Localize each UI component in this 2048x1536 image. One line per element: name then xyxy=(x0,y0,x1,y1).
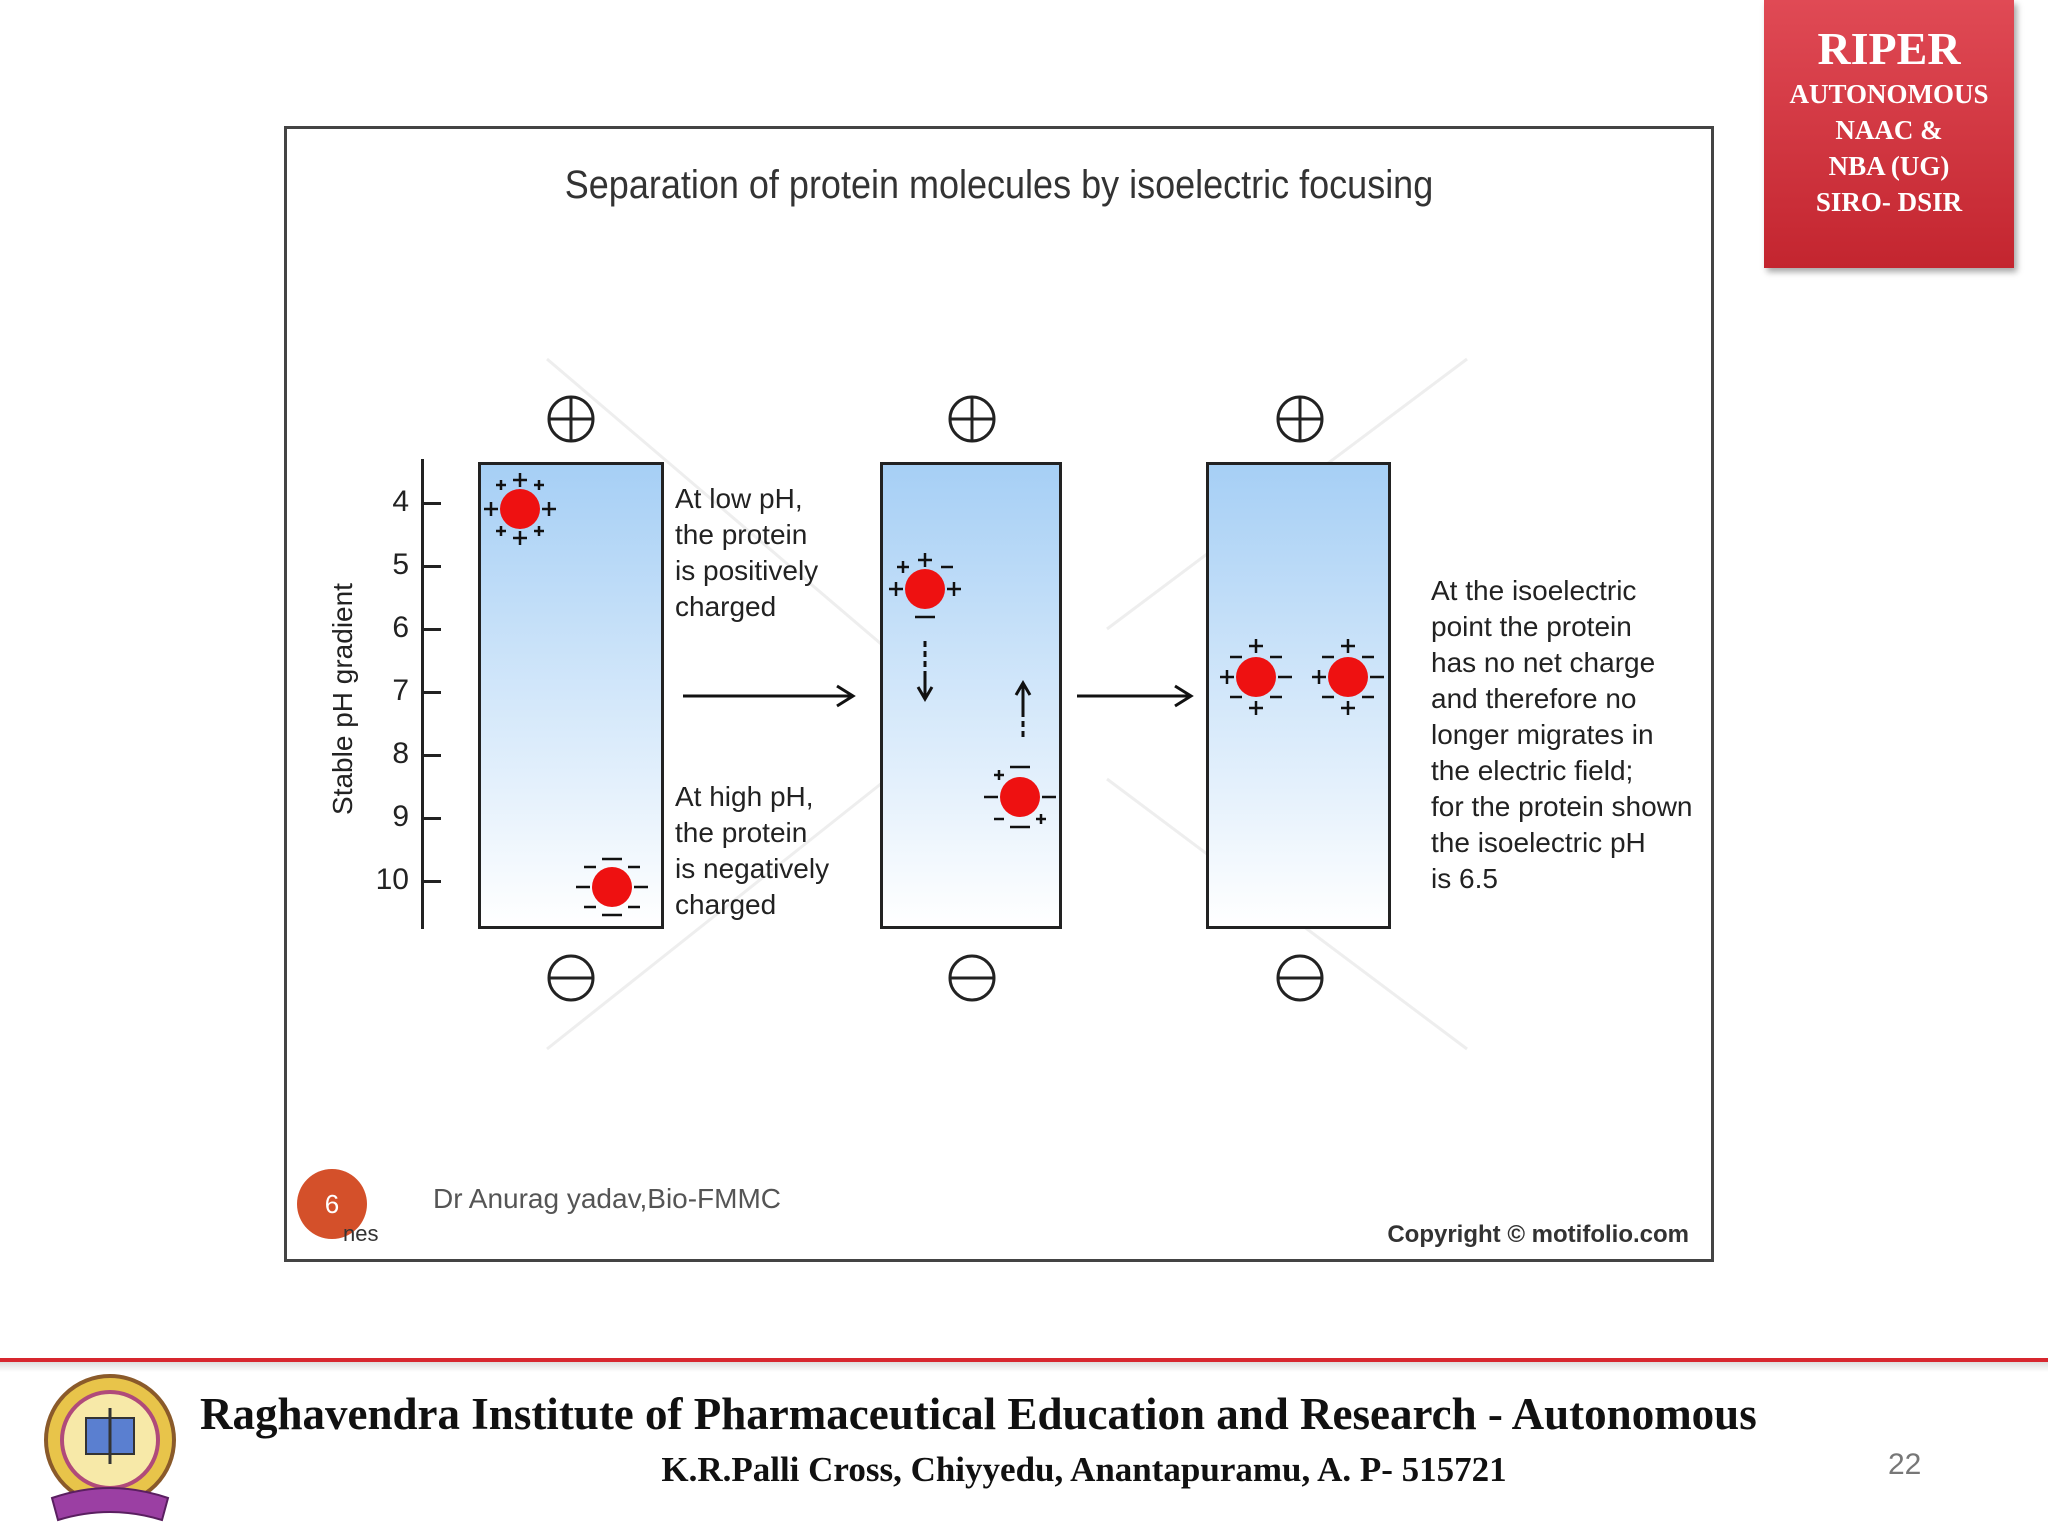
badge-line-autonomous: AUTONOMOUS xyxy=(1789,79,1989,109)
protein-positive-icon xyxy=(484,473,556,545)
arrow-up-icon xyxy=(1014,680,1032,741)
footer-shade xyxy=(0,1362,2048,1372)
badge-title: RIPER xyxy=(1817,23,1961,74)
high-ph-note: At high pH, the protein is negatively ch… xyxy=(675,781,830,920)
cathode-icon xyxy=(948,954,996,1002)
institute-name: Raghavendra Institute of Pharmaceutical … xyxy=(200,1389,1757,1439)
slide-number: 22 xyxy=(1888,1448,1922,1481)
institute-address: K.R.Palli Cross, Chiyyedu, Anantapuramu,… xyxy=(661,1450,1507,1489)
copyright-notice: Copyright © motifolio.com xyxy=(1387,1221,1689,1248)
page-circle: 6 xyxy=(297,1169,367,1239)
protein-neutral-icon xyxy=(1220,639,1292,715)
low-ph-note: At low pH, the protein is positively cha… xyxy=(675,483,819,622)
arrow-right-icon xyxy=(1077,684,1194,708)
gel-column-focused xyxy=(1206,462,1391,929)
protein-positive-icon xyxy=(889,553,961,619)
tick-label-4: 4 xyxy=(392,485,409,518)
footer-divider xyxy=(0,1358,2048,1362)
diagram-frame: Separation of protein molecules by isoel… xyxy=(284,126,1714,1262)
cathode-icon xyxy=(1276,954,1324,1002)
arrow-down-icon xyxy=(916,641,934,702)
tick-7 xyxy=(421,691,441,694)
anode-icon xyxy=(547,395,595,443)
tick-4 xyxy=(421,502,441,505)
accreditation-badge: RIPER AUTONOMOUS NAAC & NBA (UG) SIRO- D… xyxy=(1764,0,2014,268)
tick-label-6: 6 xyxy=(392,611,409,644)
tick-label-5: 5 xyxy=(392,548,409,581)
isoelectric-note: At the isoelectric point the protein has… xyxy=(1431,575,1693,894)
tick-label-9: 9 xyxy=(392,800,409,833)
tick-5 xyxy=(421,565,441,568)
cathode-icon xyxy=(547,954,595,1002)
protein-negative-icon xyxy=(576,857,648,917)
tick-6 xyxy=(421,628,441,631)
tick-9 xyxy=(421,817,441,820)
protein-mixed-icon xyxy=(984,765,1056,829)
tick-label-8: 8 xyxy=(392,737,409,770)
badge-line-siro: SIRO- DSIR xyxy=(1815,187,1963,217)
tick-10 xyxy=(421,880,441,883)
diagram-title: Separation of protein molecules by isoel… xyxy=(564,163,1434,207)
axis-line xyxy=(421,459,424,929)
badge-line-nba: NBA (UG) xyxy=(1828,151,1950,181)
page-circle-sub: nes xyxy=(343,1221,379,1246)
protein-neutral-icon xyxy=(1312,639,1384,715)
tick-label-10: 10 xyxy=(375,863,409,896)
gel-column-initial xyxy=(478,462,664,929)
tick-8 xyxy=(421,754,441,757)
anode-icon xyxy=(1276,395,1324,443)
gel-column-migrating xyxy=(880,462,1062,929)
tick-label-7: 7 xyxy=(392,674,409,707)
arrow-right-icon xyxy=(683,684,856,708)
anode-icon xyxy=(948,395,996,443)
institute-logo-icon xyxy=(44,1374,176,1522)
author-credit: Dr Anurag yadav,Bio-FMMC xyxy=(433,1183,782,1214)
badge-line-naac: NAAC & xyxy=(1835,115,1943,145)
